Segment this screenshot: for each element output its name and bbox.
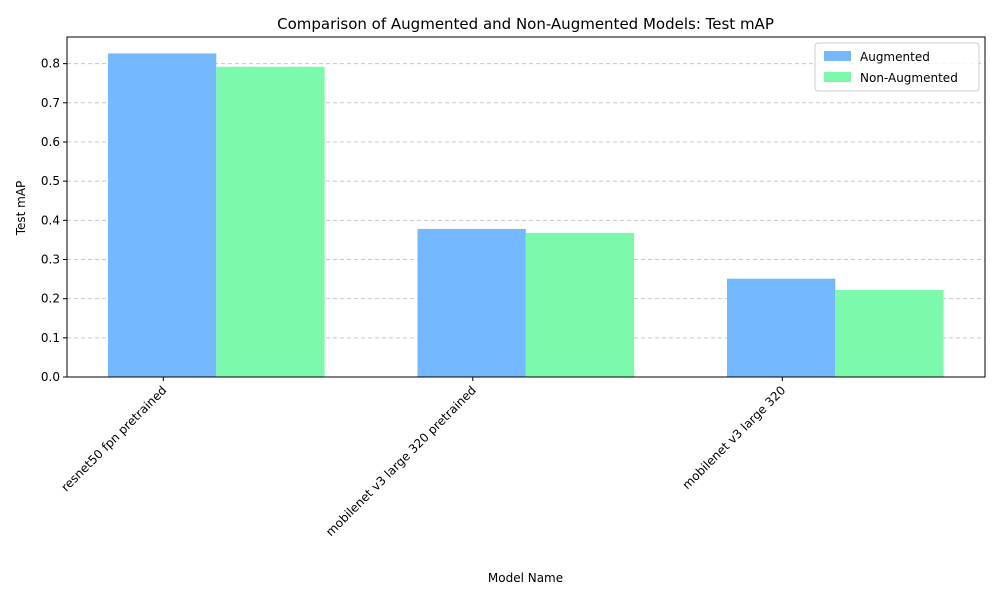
bar-non-augmented <box>216 66 325 377</box>
legend: Augmented Non-Augmented <box>814 42 980 92</box>
y-tick-label: 0.4 <box>41 213 60 227</box>
y-tick-label: 0.2 <box>41 292 60 306</box>
legend-label: Non-Augmented <box>860 71 958 85</box>
plot-frame <box>66 36 986 378</box>
y-tick-label: 0.7 <box>41 96 60 110</box>
bar-augmented <box>417 228 526 377</box>
y-axis-label: Test mAP <box>14 181 28 237</box>
bar-augmented <box>108 53 217 378</box>
legend-swatch <box>824 72 851 82</box>
y-tick-label: 0.5 <box>41 174 60 188</box>
y-tick-label: 0.6 <box>41 135 60 149</box>
legend-label: Augmented <box>860 50 930 64</box>
chart-title: Comparison of Augmented and Non-Augmente… <box>277 15 774 33</box>
x-tick-label: resnet50 fpn pretrained <box>58 383 169 494</box>
y-tick-label: 0.0 <box>41 370 60 384</box>
x-tick-label: mobilenet v3 large 320 <box>680 383 789 492</box>
bar-non-augmented <box>835 290 944 377</box>
x-axis-label: Model Name <box>488 571 563 585</box>
y-tick-label: 0.8 <box>41 57 60 71</box>
bar-non-augmented <box>525 232 635 377</box>
y-tick-label: 0.3 <box>41 252 60 266</box>
x-tick-label: mobilenet v3 large 320 pretrained <box>323 383 479 539</box>
bar-augmented <box>727 278 836 377</box>
y-tick-label: 0.1 <box>41 331 60 345</box>
bars <box>108 53 944 378</box>
legend-box <box>814 42 980 92</box>
legend-swatch <box>824 51 851 61</box>
